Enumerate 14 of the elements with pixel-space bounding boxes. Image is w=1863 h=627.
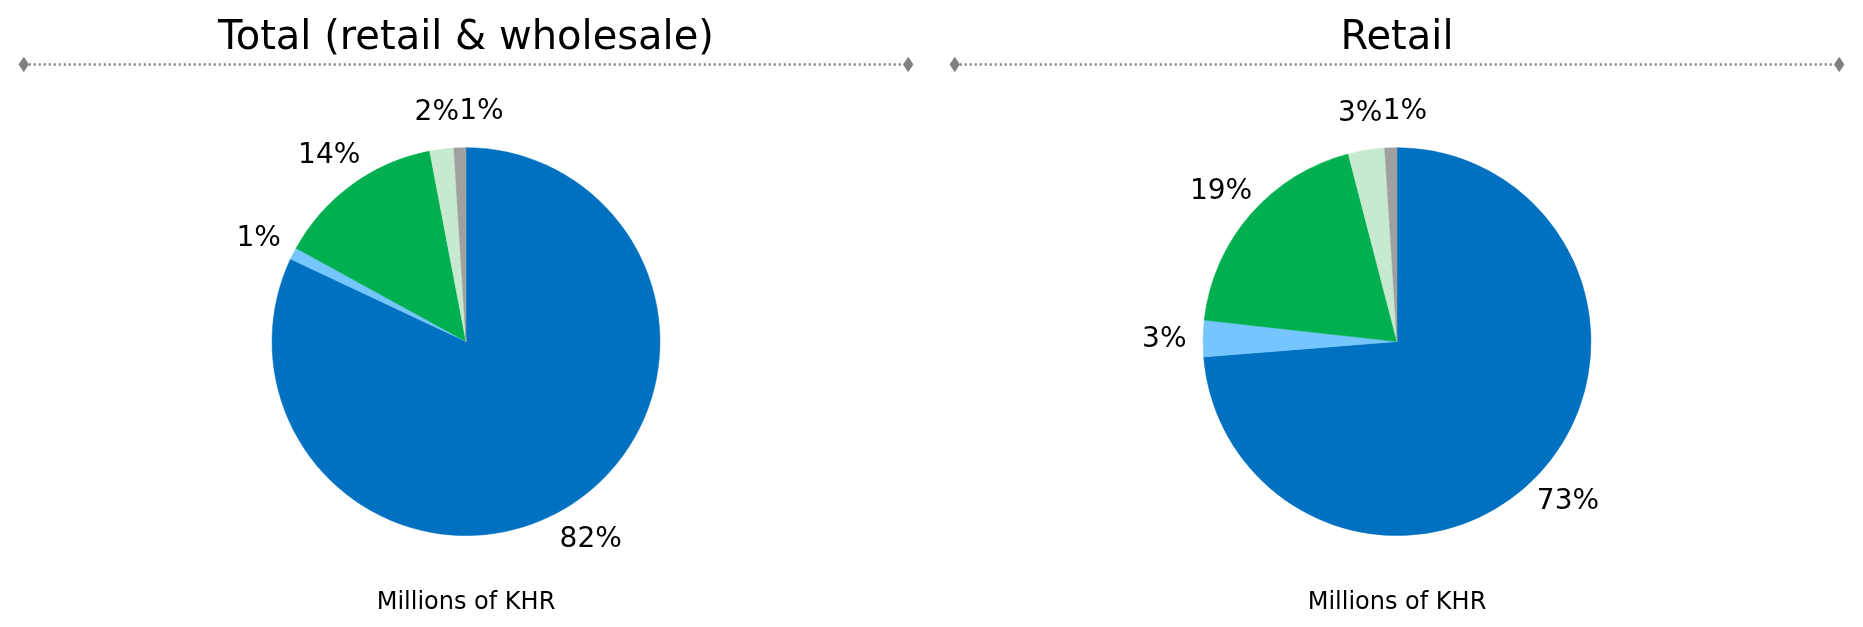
data-label: 1%: [1382, 92, 1428, 126]
chart-title: Total (retail & wholesale): [217, 12, 714, 59]
data-label: 3%: [1338, 95, 1383, 129]
chart-title: Retail: [1340, 12, 1454, 59]
data-label: 19%: [1189, 172, 1253, 206]
data-label: 82%: [559, 521, 622, 555]
data-label: 1%: [236, 219, 281, 253]
data-label: 73%: [1536, 482, 1600, 516]
data-label: 14%: [298, 136, 361, 170]
text: Millions of KHR: [1307, 587, 1487, 616]
data-label: 2%: [414, 94, 460, 128]
data-label: 1%: [459, 92, 504, 126]
data-label: 3%: [1142, 321, 1187, 355]
text: Millions of KHR: [376, 587, 556, 616]
